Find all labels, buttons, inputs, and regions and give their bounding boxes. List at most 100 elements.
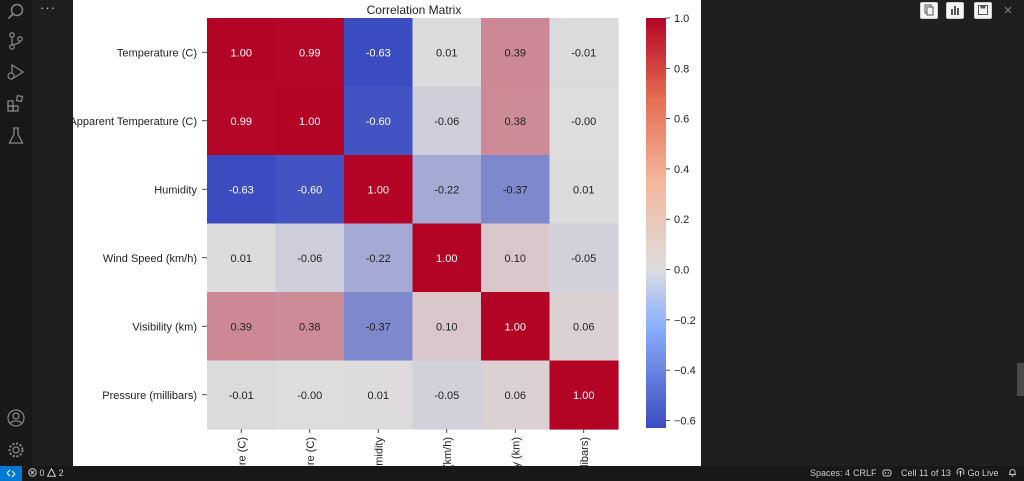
go-live-label: Go Live: [967, 468, 999, 478]
cell-value-label: -0.05: [434, 390, 459, 402]
row-label: Humidity: [154, 184, 197, 196]
column-label: ure (C): [305, 437, 317, 466]
cell-position-indicator[interactable]: Cell 11 of 13: [901, 468, 951, 478]
cell-value-label: 1.00: [299, 116, 320, 128]
status-bar: 0 2 Spaces: 4 CRLF Cell 11 of 13 Go Live: [0, 466, 1024, 481]
cell-value-label: -0.06: [434, 116, 459, 128]
heatmap-cell: [207, 360, 277, 430]
heatmap-cell: [549, 18, 619, 88]
colorbar-tick-label: 1.0: [674, 13, 689, 25]
heatmap-cell: [481, 18, 551, 88]
close-output-icon[interactable]: [1003, 2, 1013, 14]
colorbar: [646, 18, 666, 428]
error-icon: [28, 468, 37, 477]
column-label: y (km): [510, 437, 522, 466]
run-debug-icon[interactable]: [6, 62, 26, 82]
problems-indicator[interactable]: 0 2: [28, 467, 64, 479]
heatmap-cell: [549, 292, 619, 362]
go-live-button[interactable]: Go Live: [956, 468, 999, 479]
cell-value-label: 0.38: [505, 116, 526, 128]
save-output-button[interactable]: [974, 2, 992, 19]
cell-value-label: -0.37: [366, 321, 391, 333]
cell-value-label: -0.05: [571, 253, 596, 265]
cell-value-label: 0.10: [436, 321, 457, 333]
colorbar-tick-label: −0.4: [674, 365, 696, 377]
colorbar-tick-label: 0.6: [674, 114, 689, 126]
editor-scrollbar[interactable]: [1017, 363, 1024, 396]
remote-indicator-button[interactable]: [0, 466, 22, 481]
more-actions-button[interactable]: ···: [40, 0, 56, 15]
heatmap-cell: [549, 360, 619, 430]
row-label: Apparent Temperature (C): [73, 116, 197, 128]
cell-value-label: 0.39: [231, 321, 252, 333]
heatmap-cell: [275, 223, 345, 293]
cell-value-label: 1.00: [368, 184, 389, 196]
heatmap-cell: [481, 86, 551, 156]
heatmap-cell: [207, 292, 277, 362]
heatmap-cell: [412, 86, 482, 156]
chart-view-button[interactable]: [946, 2, 964, 19]
heatmap-cell: [207, 155, 277, 225]
error-count: 0: [39, 468, 45, 478]
cell-value-label: -0.00: [571, 116, 596, 128]
chart-title: Correlation Matrix: [367, 3, 462, 17]
heatmap-cell: [275, 86, 345, 156]
heatmap-cell: [481, 155, 551, 225]
heatmap-cell: [481, 292, 551, 362]
heatmap-cell: [412, 292, 482, 362]
cell-value-label: -0.63: [229, 184, 254, 196]
row-label: Wind Speed (km/h): [103, 253, 197, 265]
cell-value-label: -0.00: [297, 390, 322, 402]
heatmap-cell: [412, 18, 482, 88]
colorbar-tick-label: −0.6: [674, 415, 696, 427]
copilot-icon[interactable]: [882, 468, 892, 480]
indentation-setting[interactable]: Spaces: 4: [810, 468, 851, 478]
heatmap-cell: [481, 360, 551, 430]
extensions-icon[interactable]: [6, 93, 26, 113]
cell-value-label: 0.99: [299, 47, 320, 59]
correlation-heatmap-chart: Correlation Matrix 1.00 0.99 -0.63 0.01 0.39…: [73, 3, 696, 466]
cell-value-label: -0.01: [229, 390, 254, 402]
colorbar-tick-label: 0.4: [674, 164, 689, 176]
cell-value-label: -0.37: [503, 184, 528, 196]
column-label: midity: [373, 437, 385, 466]
cell-value-label: 0.01: [368, 390, 389, 402]
source-control-icon[interactable]: [6, 31, 26, 51]
warning-icon: [46, 467, 57, 477]
colorbar-tick-label: 0.2: [674, 214, 689, 226]
heatmap-cell: [275, 18, 345, 88]
heatmap-cell: [412, 155, 482, 225]
heatmap-cell: [549, 223, 619, 293]
cell-output-image: Correlation Matrix 1.00 0.99 -0.63 0.01 0.39…: [73, 0, 701, 466]
cell-value-label: 0.01: [231, 253, 252, 265]
warning-count: 2: [58, 468, 64, 478]
colorbar-tick-label: 0.8: [674, 63, 689, 75]
cell-value-label: -0.06: [297, 253, 322, 265]
cell-value-label: 1.00: [505, 321, 526, 333]
testing-flask-icon[interactable]: [6, 126, 26, 146]
settings-gear-icon[interactable]: [6, 440, 26, 460]
heatmap-cell: [344, 360, 414, 430]
heatmap-cell: [549, 155, 619, 225]
notifications-bell-icon[interactable]: [1008, 468, 1017, 480]
cell-value-label: 0.06: [573, 321, 594, 333]
heatmap-cell: [344, 292, 414, 362]
broadcast-icon: [956, 468, 965, 477]
cell-value-label: -0.60: [297, 184, 322, 196]
heatmap-cell: [275, 360, 345, 430]
heatmap-cell: [275, 292, 345, 362]
cell-value-label: -0.60: [366, 116, 391, 128]
search-icon[interactable]: [6, 2, 26, 22]
cell-value-label: -0.22: [366, 253, 391, 265]
column-label: ure (C): [236, 437, 248, 466]
copy-output-button[interactable]: [920, 2, 938, 19]
end-of-line-setting[interactable]: CRLF: [853, 468, 877, 478]
cell-value-label: 0.38: [299, 321, 320, 333]
heatmap-cell: [412, 360, 482, 430]
cell-value-label: 1.00: [436, 253, 457, 265]
cell-value-label: 0.01: [436, 47, 457, 59]
heatmap-cell: [344, 155, 414, 225]
heatmap-cell: [412, 223, 482, 293]
account-icon[interactable]: [6, 408, 26, 428]
heatmap-cell: [549, 86, 619, 156]
